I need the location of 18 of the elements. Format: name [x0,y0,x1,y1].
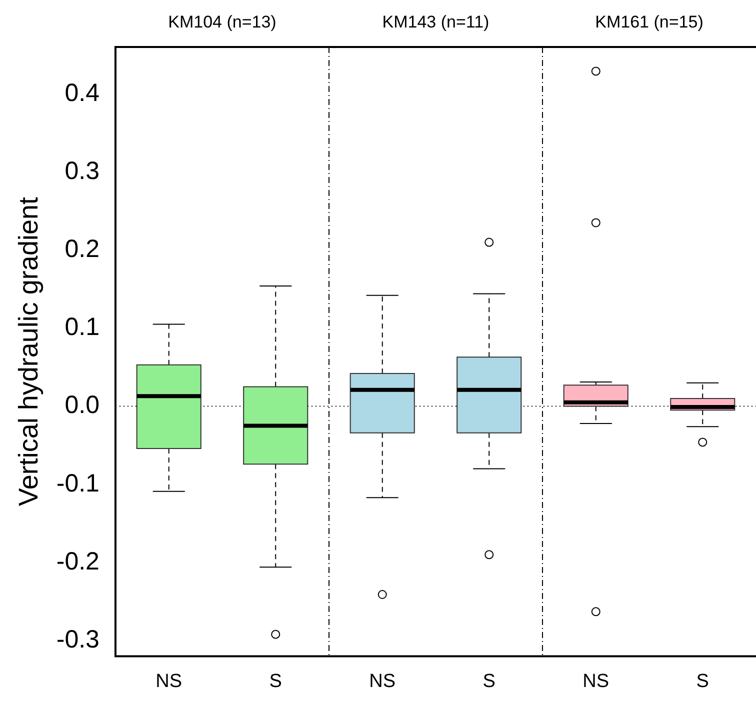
text: KM161 (n=15) [595,12,704,32]
text: KM143 (n=11) [382,12,490,32]
y-tick-label: -0.1 [56,469,100,498]
x-tick-label: S [269,670,282,692]
y-tick-label: -0.2 [56,547,100,576]
y-tick-label: 0.2 [64,234,100,263]
y-tick-label: -0.3 [56,625,100,654]
y-tick-label: 0.3 [64,156,100,185]
y-axis-title: Vertical hydraulic gradient [14,196,44,506]
y-tick-label: 0.0 [64,391,100,420]
x-tick-label: S [696,670,709,692]
y-tick-label: 0.4 [64,78,100,107]
x-tick-label: S [482,670,496,692]
x-tick-label: NS [369,670,396,692]
x-tick-label: NS [156,670,182,692]
x-tick-label: NS [582,670,610,692]
y-tick-label: 0.1 [64,313,100,342]
text: KM104 (n=13) [168,12,276,32]
